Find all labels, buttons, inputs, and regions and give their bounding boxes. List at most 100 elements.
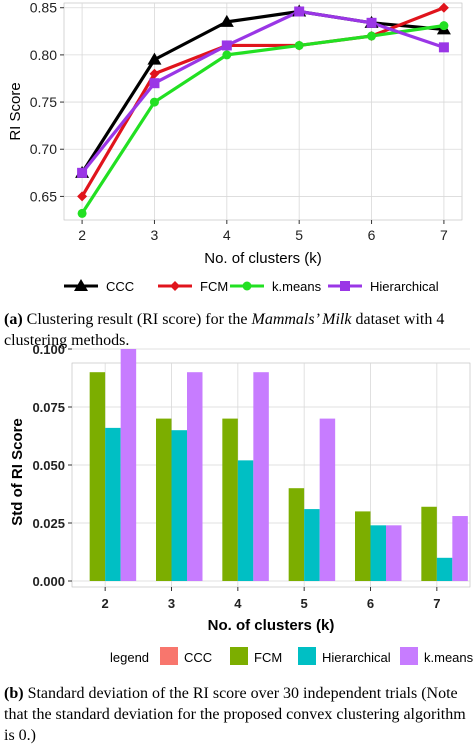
legend-key-swatch <box>298 647 316 665</box>
data-point-fcm <box>77 191 88 202</box>
x-tick-label: 2 <box>78 227 86 243</box>
legend-key-swatch <box>400 647 418 665</box>
bar-hierarchical <box>237 460 254 581</box>
data-point-k-means <box>222 50 232 60</box>
legend-label: Hierarchical <box>370 279 439 294</box>
bar-fcm <box>222 418 238 581</box>
bar-chart-std: 0.000 0.025 0.050 0.075 0.100 2 3 4 5 6 7 No. of c… <box>9 342 474 665</box>
bars <box>89 349 468 581</box>
y-tick-label: 0.70 <box>30 141 57 157</box>
series-line-k-means <box>80 24 445 215</box>
tick-labels: 0.000 0.025 0.050 0.075 0.100 2 3 4 5 6 7 <box>32 342 440 611</box>
data-point-k-means <box>77 208 87 218</box>
bar-hierarchical <box>370 525 386 581</box>
data-point-hierarchical <box>438 42 449 53</box>
caption-a-italic: Mammals’ Milk <box>251 311 352 328</box>
series-lines <box>80 6 445 215</box>
bar-k-means <box>386 525 402 581</box>
y-tick-label: 0.025 <box>32 516 65 531</box>
legend-label: CCC <box>106 279 134 294</box>
x-tick-label: 5 <box>301 596 308 611</box>
caption-a: (a) Clustering result (RI score) for the… <box>4 309 472 351</box>
bar-k-means <box>187 372 203 581</box>
plot-panel <box>71 362 471 588</box>
x-axis-label: No. of clusters (k) <box>208 617 335 634</box>
data-point-k-means <box>294 40 304 50</box>
bar-k-means <box>452 516 468 581</box>
bar-k-means <box>120 349 137 581</box>
data-point-ccc <box>219 14 234 27</box>
legend-key-swatch <box>230 647 248 665</box>
bar-fcm <box>421 506 437 581</box>
data-point-hierarchical <box>149 78 160 89</box>
data-point-fcm <box>438 2 449 13</box>
y-tick-label: 0.80 <box>30 47 57 63</box>
x-tick-label: 2 <box>102 596 109 611</box>
bar-fcm <box>89 372 106 581</box>
series-markers <box>75 2 451 218</box>
line-chart-ri-score: 0.65 0.70 0.75 0.80 0.85 2 3 4 5 6 7 No. of cluste… <box>7 0 463 294</box>
x-tick-label: 4 <box>223 227 231 243</box>
legend: legend CCC FCM Hierarchical k.means <box>110 647 474 665</box>
caption-a-text-after: dataset with 4 clustering methods. <box>4 311 445 349</box>
y-axis-label: Std of RI Score <box>9 418 26 526</box>
y-tick-label: 0.075 <box>32 400 65 415</box>
data-point-fcm <box>149 68 160 79</box>
y-tick-label: 0.65 <box>30 188 57 204</box>
data-point-k-means <box>149 97 159 107</box>
data-point-hierarchical <box>294 6 305 17</box>
data-point-k-means <box>367 31 377 41</box>
data-point-hierarchical <box>366 17 377 28</box>
x-tick-label: 5 <box>295 227 303 243</box>
bar-fcm <box>288 488 305 581</box>
legend-key-marker <box>242 281 252 291</box>
x-axis-label: No. of clusters (k) <box>204 250 322 267</box>
data-point-ccc <box>147 52 162 65</box>
series-line-hierarchical <box>80 9 445 174</box>
legend-title: legend <box>110 650 149 665</box>
caption-a-label: (a) <box>4 311 23 328</box>
x-tick-label: 4 <box>234 596 242 611</box>
bar-fcm <box>156 418 172 581</box>
x-tick-label: 7 <box>433 596 440 611</box>
bar-k-means <box>319 418 336 581</box>
caption-b-text: Standard deviation of the RI score over … <box>4 685 466 744</box>
legend-key-marker <box>170 281 180 291</box>
legend-label: FCM <box>200 279 228 294</box>
bar-hierarchical <box>171 430 187 581</box>
data-point-hierarchical <box>221 40 232 51</box>
legend-key-swatch <box>160 647 178 665</box>
caption-b-label: (b) <box>4 685 24 702</box>
y-tick-label: 0.85 <box>30 0 57 16</box>
caption-b: (b) Standard deviation of the RI score o… <box>4 683 472 746</box>
legend-label: k.means <box>272 279 322 294</box>
y-tick-label: 0.050 <box>32 458 65 473</box>
legend-key-marker <box>74 279 88 291</box>
y-axis-label: RI Score <box>7 82 24 140</box>
x-tick-label: 3 <box>168 596 175 611</box>
legend-label: CCC <box>184 650 212 665</box>
caption-a-text-before: Clustering result (RI score) for the <box>26 311 248 328</box>
bar-hierarchical <box>105 427 121 581</box>
x-tick-label: 6 <box>368 227 376 243</box>
bar-k-means <box>253 372 269 581</box>
bar-fcm <box>355 511 371 581</box>
legend: CCC FCM k.means Hierarchical <box>64 279 439 294</box>
series-line-fcm <box>80 6 445 198</box>
x-tick-label: 3 <box>151 227 159 243</box>
legend-key-marker <box>340 281 350 291</box>
y-tick-label: 0.75 <box>30 94 57 110</box>
y-tick-label: 0.000 <box>32 574 65 589</box>
data-point-k-means <box>439 21 449 31</box>
legend-label: k.means <box>424 650 474 665</box>
plot-panel <box>63 2 463 221</box>
bar-hierarchical <box>304 509 320 581</box>
legend-label: FCM <box>254 650 282 665</box>
x-tick-label: 6 <box>367 596 374 611</box>
x-tick-label: 7 <box>440 227 448 243</box>
series-line-ccc <box>80 9 445 174</box>
tick-labels: 0.65 0.70 0.75 0.80 0.85 2 3 4 5 6 7 <box>30 0 448 243</box>
y-tick-label: 0.100 <box>32 342 65 357</box>
legend-label: Hierarchical <box>322 650 391 665</box>
